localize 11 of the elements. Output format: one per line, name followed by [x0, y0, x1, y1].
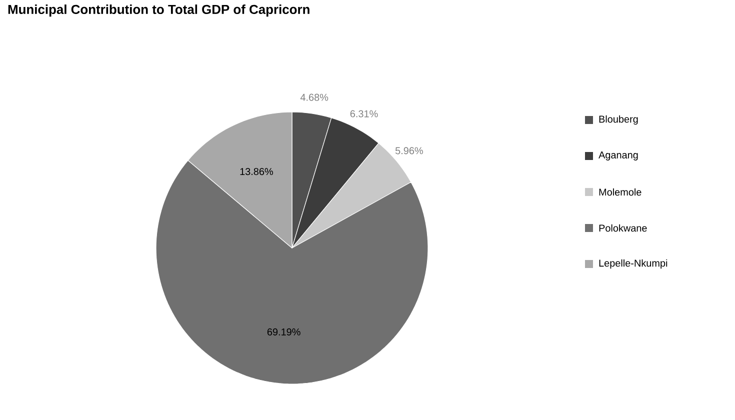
data-label: 5.96% — [395, 147, 423, 154]
chart-title: Municipal Contribution to Total GDP of Capricorn — [8, 4, 310, 17]
legend-label: Blouberg — [599, 115, 638, 125]
legend-label: Lepelle-Nkumpi — [599, 259, 668, 269]
legend-label: Molemole — [599, 188, 642, 196]
data-label: 13.86% — [240, 168, 273, 176]
data-label: 6.31% — [350, 110, 378, 118]
legend-label: Aganang — [598, 152, 638, 160]
legend-label: Polokwane — [599, 224, 647, 232]
data-label: 69.19% — [267, 328, 300, 336]
data-label: 4.68% — [300, 94, 328, 101]
